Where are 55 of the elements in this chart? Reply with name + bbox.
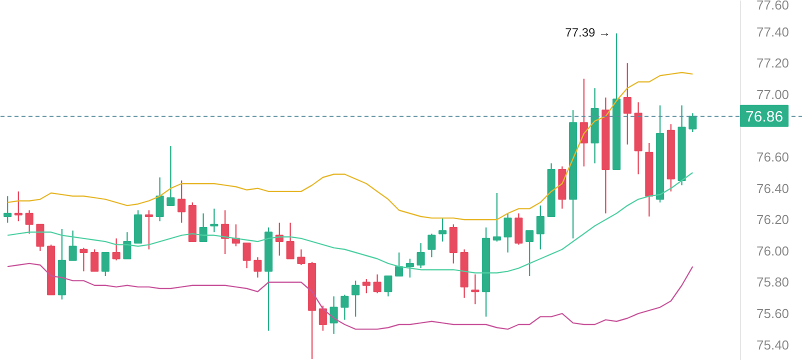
candlestick [384, 275, 392, 297]
y-tick-label: 77.60 [756, 0, 790, 12]
y-tick-label: 77.20 [756, 56, 790, 71]
candlestick [438, 217, 447, 242]
candlestick [623, 62, 632, 146]
candlestick [242, 242, 251, 269]
candlestick [504, 212, 512, 254]
candlestick [395, 252, 404, 277]
candlestick [166, 145, 175, 206]
candlestick [373, 274, 382, 294]
candlestick [25, 210, 34, 234]
ref-line-label: 76.86 [746, 108, 784, 126]
candlestick [90, 248, 99, 272]
candlestick [123, 232, 132, 260]
candlestick [80, 247, 88, 272]
candlestick [330, 296, 338, 334]
candlestick [318, 305, 327, 332]
candlestick [340, 294, 349, 320]
candlestick [352, 280, 360, 318]
line-series [6, 262, 694, 330]
candlestick [156, 176, 164, 222]
y-tick-label: 75.40 [756, 337, 790, 352]
candlestick [536, 204, 544, 250]
candlestick [210, 208, 218, 233]
candlestick [362, 278, 370, 294]
candlestick [4, 196, 12, 224]
y-tick-label: 76.60 [756, 150, 790, 165]
candlestick [492, 192, 501, 242]
candlestick [286, 222, 294, 260]
candlestick [471, 274, 480, 305]
line-series [6, 72, 694, 220]
candlestick [688, 112, 697, 133]
candlestick [178, 180, 186, 224]
y-tick-label: 76.00 [756, 243, 790, 258]
candlestick [101, 252, 110, 277]
candlestick [14, 190, 22, 222]
candlestick [428, 233, 436, 258]
candlestick [68, 230, 77, 261]
candlestick [112, 238, 120, 261]
y-tick-label: 75.60 [756, 306, 790, 322]
y-tick-label: 76.40 [756, 180, 790, 196]
candlestick [221, 210, 230, 255]
candlestick [254, 256, 262, 278]
candlestick [416, 242, 425, 269]
annotation: 77.39 → [565, 25, 611, 40]
candlestick [297, 248, 306, 266]
y-tick-label: 77.40 [756, 24, 790, 40]
candlestick [199, 212, 208, 242]
y-tick-label: 76.20 [756, 212, 790, 228]
candlestick [36, 224, 44, 252]
y-tick-label: 77.00 [756, 86, 790, 102]
candlestick [144, 210, 153, 250]
y-tick-label: 75.80 [756, 274, 790, 290]
candlestick [406, 258, 414, 278]
candlestick [526, 230, 534, 277]
